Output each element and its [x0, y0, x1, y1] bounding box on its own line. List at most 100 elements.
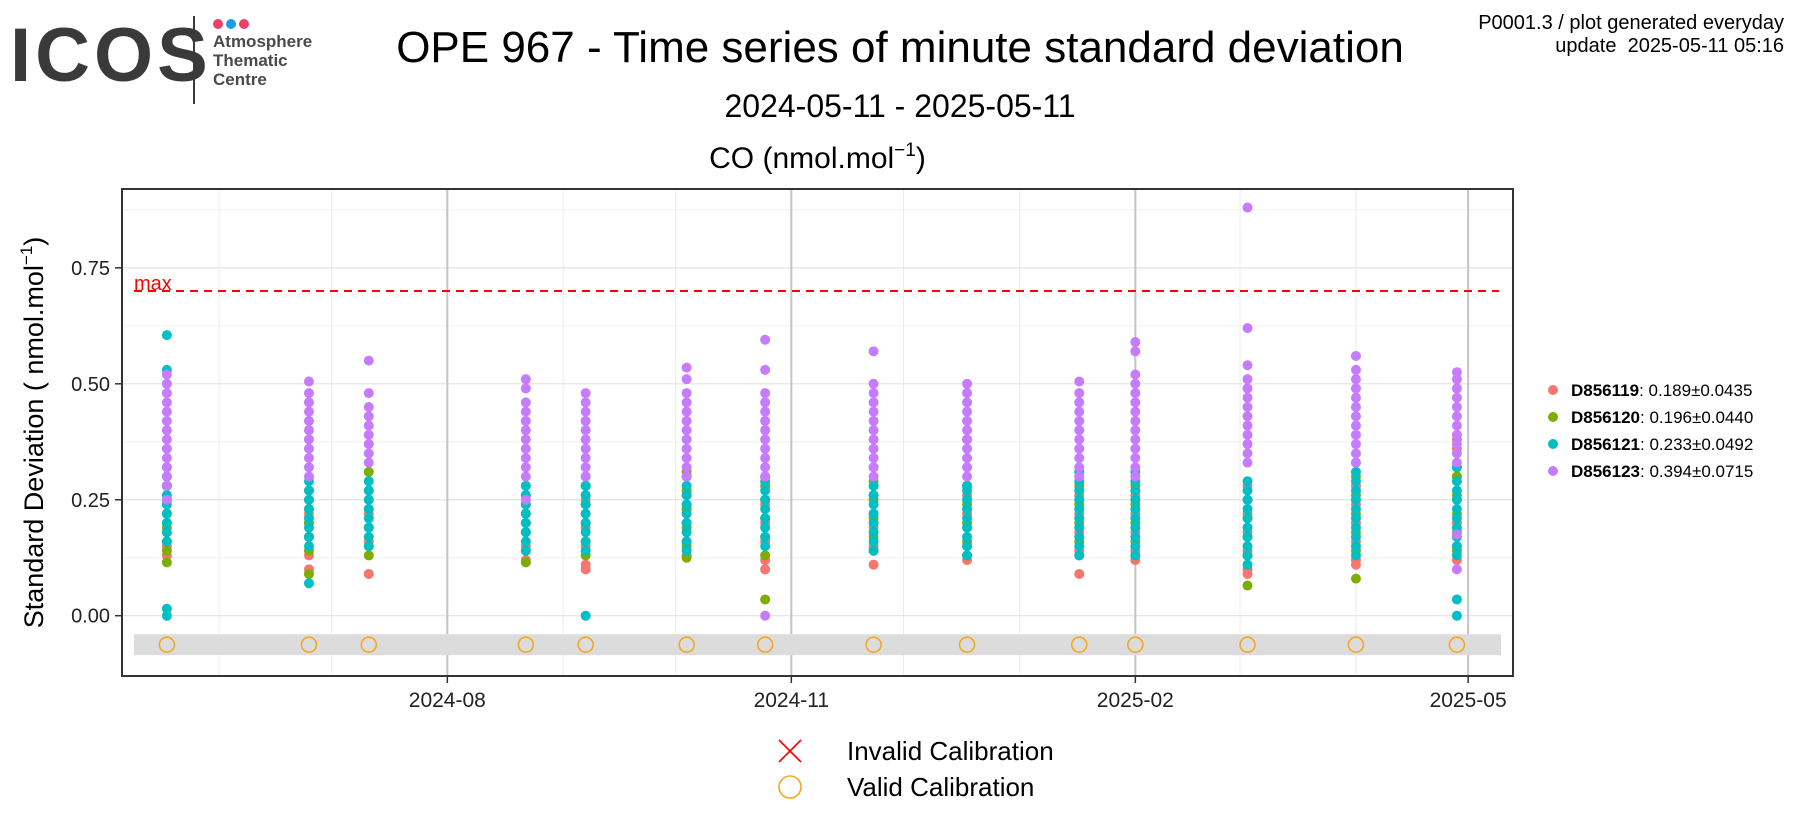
- data-point-D856121: [962, 480, 973, 491]
- data-point-D856123: [303, 397, 314, 408]
- data-point-D856123: [303, 471, 314, 482]
- chart-title: CO (nmol.mol−1): [709, 140, 926, 175]
- data-point-D856123: [760, 443, 771, 454]
- plot-info: P0001.3 / plot generated everyday update…: [1478, 12, 1784, 58]
- data-point-D856121: [161, 603, 172, 614]
- data-point-D856120: [520, 557, 531, 568]
- data-point-D856123: [1350, 429, 1361, 440]
- data-point-D856123: [1350, 392, 1361, 403]
- data-point-D856123: [1242, 383, 1253, 394]
- data-point-D856123: [1130, 369, 1141, 380]
- data-point-D856123: [161, 388, 172, 399]
- date-range-subtitle: 2024-05-11 - 2025-05-11: [724, 88, 1076, 124]
- legend-item-D856123: D856123: 0.394±0.0715: [1571, 462, 1753, 481]
- legend-item-D856121: D856121: 0.233±0.0492: [1571, 435, 1753, 454]
- plot-panel: [122, 189, 1513, 676]
- data-point-D856123: [868, 425, 879, 436]
- data-point-D856123: [1242, 420, 1253, 431]
- data-point-D856120: [161, 545, 172, 556]
- data-point-D856121: [520, 545, 531, 556]
- data-point-D856121: [363, 485, 374, 496]
- data-point-D856123: [1130, 397, 1141, 408]
- data-point-D856123: [681, 443, 692, 454]
- calibration-marker: [1070, 636, 1088, 653]
- data-point-D856123: [1130, 378, 1141, 389]
- data-point-D856123: [1130, 388, 1141, 399]
- data-point-D856123: [580, 443, 591, 454]
- data-point-D856123: [1350, 374, 1361, 385]
- data-point-D856121: [303, 485, 314, 496]
- data-point-D856123: [1130, 462, 1141, 473]
- data-point-D856123: [1130, 415, 1141, 426]
- invalid-calibration-cross-icon: [778, 739, 802, 763]
- data-point-D856123: [161, 480, 172, 491]
- data-point-D856123: [1451, 411, 1462, 422]
- data-point-D856123: [760, 388, 771, 399]
- data-point-D856121: [1074, 513, 1085, 524]
- data-point-D856123: [868, 415, 879, 426]
- data-point-D856123: [1242, 323, 1253, 334]
- max-threshold-label: max: [134, 273, 172, 295]
- data-point-D856121: [760, 513, 771, 524]
- data-point-D856123: [520, 453, 531, 464]
- data-point-D856123: [520, 443, 531, 454]
- data-point-D856121: [580, 517, 591, 528]
- calibration-marker: [577, 636, 594, 653]
- data-point-D856121: [1451, 610, 1462, 621]
- plot-info-line: P0001.3 / plot generated everyday: [1478, 12, 1784, 34]
- data-point-D856123: [1074, 376, 1085, 387]
- logo-dots-icon: [213, 16, 252, 34]
- data-point-D856121: [868, 508, 879, 519]
- data-point-D856121: [1242, 476, 1253, 487]
- data-point-D856121: [1074, 494, 1085, 505]
- data-point-D856123: [520, 383, 531, 394]
- y-tick-label: 0.00: [71, 606, 110, 628]
- data-point-D856123: [520, 406, 531, 417]
- data-point-D856120: [303, 568, 314, 579]
- data-point-D856123: [760, 334, 771, 345]
- data-point-D856121: [962, 504, 973, 515]
- data-point-D856123: [1130, 406, 1141, 417]
- data-point-D856123: [1242, 360, 1253, 371]
- data-point-D856123: [681, 434, 692, 445]
- data-point-D856123: [1350, 411, 1361, 422]
- page-title: OPE 967 - Time series of minute standard…: [396, 23, 1404, 72]
- data-point-D856123: [1350, 439, 1361, 450]
- data-point-D856121: [681, 508, 692, 519]
- data-point-D856121: [760, 494, 771, 505]
- data-point-D856123: [580, 471, 591, 482]
- data-point-D856121: [868, 545, 879, 556]
- data-point-D856121: [303, 541, 314, 552]
- data-point-D856123: [760, 406, 771, 417]
- data-point-D856121: [1242, 522, 1253, 533]
- data-point-D856123: [962, 425, 973, 436]
- data-point-D856121: [1130, 513, 1141, 524]
- data-point-D856123: [1074, 425, 1085, 436]
- data-point-D856123: [363, 411, 374, 422]
- data-point-D856121: [161, 610, 172, 621]
- data-point-D856121: [681, 536, 692, 547]
- data-point-D856121: [1130, 504, 1141, 515]
- data-point-D856123: [1130, 425, 1141, 436]
- calibration-marker: [865, 636, 882, 653]
- data-point-D856123: [760, 453, 771, 464]
- data-point-D856123: [1074, 415, 1085, 426]
- data-point-D856123: [580, 462, 591, 473]
- data-point-D856123: [161, 453, 172, 464]
- data-point-D856123: [520, 494, 531, 505]
- data-point-D856123: [580, 388, 591, 399]
- data-point-D856121: [520, 527, 531, 538]
- data-point-D856123: [681, 374, 692, 385]
- data-point-D856123: [1451, 429, 1462, 440]
- data-point-D856121: [161, 508, 172, 519]
- data-point-D856123: [868, 434, 879, 445]
- data-point-D856121: [681, 545, 692, 556]
- data-point-D856121: [580, 499, 591, 510]
- legend-marker-D856121: [1548, 439, 1558, 449]
- data-point-D856123: [1074, 406, 1085, 417]
- data-point-D856123: [868, 388, 879, 399]
- data-point-D856121: [303, 578, 314, 589]
- data-point-D856123: [962, 453, 973, 464]
- data-point-D856121: [760, 531, 771, 542]
- data-point-D856123: [760, 364, 771, 375]
